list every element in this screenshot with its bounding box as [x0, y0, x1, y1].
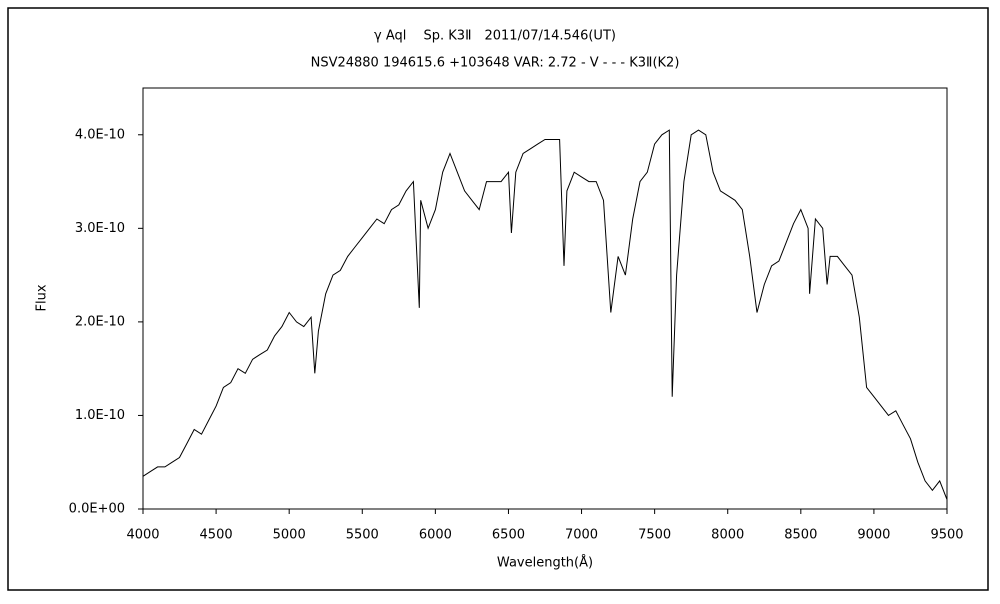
- y-tick-label: 1.0E-10: [75, 408, 125, 423]
- x-tick-label: 8500: [784, 528, 817, 543]
- y-axis-label: Flux: [35, 284, 50, 311]
- plot-area: [142, 87, 948, 510]
- x-axis-label: Wavelength(Å): [497, 555, 593, 571]
- x-tick-label: 8000: [711, 528, 744, 543]
- chart-subtitle: NSV24880 194615.6 +103648 VAR: 2.72 - V …: [311, 56, 680, 71]
- y-tick-label: 2.0E-10: [75, 314, 125, 329]
- y-tick-label: 4.0E-10: [75, 127, 125, 142]
- x-tick-label: 7500: [638, 528, 671, 543]
- x-tick-label: 6000: [419, 528, 452, 543]
- x-tick-label: 9000: [857, 528, 890, 543]
- frame: [7, 7, 989, 591]
- chart-title: γ Aql Sp. K3Ⅱ 2011/07/14.546(UT): [374, 29, 616, 44]
- x-tick-label: 5500: [346, 528, 379, 543]
- x-tick-label: 4000: [126, 528, 159, 543]
- y-tick-label: 0.0E+00: [69, 502, 125, 517]
- x-tick-label: 5000: [273, 528, 306, 543]
- x-tick-label: 6500: [492, 528, 525, 543]
- x-tick-label: 4500: [200, 528, 233, 543]
- x-tick-label: 7000: [565, 528, 598, 543]
- spectrum-line: [142, 129, 948, 500]
- y-tick-label: 3.0E-10: [75, 221, 125, 236]
- x-tick-label: 9500: [930, 528, 963, 543]
